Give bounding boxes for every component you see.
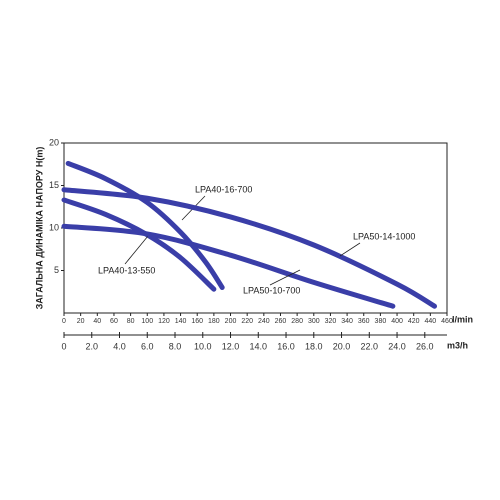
x-tick-label: 200 bbox=[225, 318, 237, 325]
x2-tick-label: 12.0 bbox=[222, 341, 240, 351]
x2-tick-label: 0 bbox=[61, 341, 66, 351]
x-tick-label: 240 bbox=[258, 318, 270, 325]
series-line bbox=[61, 223, 396, 309]
x-tick-label: 320 bbox=[325, 318, 337, 325]
x-tick-label: 60 bbox=[110, 318, 118, 325]
x-tick-label: 40 bbox=[93, 318, 101, 325]
x-tick-label: 120 bbox=[158, 318, 170, 325]
x2-tick-label: 20.0 bbox=[333, 341, 351, 351]
x-tick-label: 100 bbox=[141, 318, 153, 325]
y-tick-label: 5 bbox=[54, 265, 59, 275]
x-tick-label: 140 bbox=[175, 318, 187, 325]
leader-line bbox=[339, 242, 361, 257]
x2-tick-label: 10.0 bbox=[194, 341, 212, 351]
x2-tick-label: 24.0 bbox=[388, 341, 406, 351]
x2-tick-label: 8.0 bbox=[169, 341, 182, 351]
x2-tick-label: 6.0 bbox=[141, 341, 154, 351]
x-tick-label: 80 bbox=[127, 318, 135, 325]
x-tick-label: 380 bbox=[375, 318, 387, 325]
series-line bbox=[65, 160, 225, 290]
x2-tick-label: 18.0 bbox=[305, 341, 323, 351]
x-tick-label: 440 bbox=[425, 318, 437, 325]
x-tick-label: 420 bbox=[408, 318, 420, 325]
x2-tick-label: 14.0 bbox=[250, 341, 268, 351]
leader-line bbox=[269, 269, 301, 286]
x2-tick-label: 16.0 bbox=[277, 341, 295, 351]
series-line bbox=[61, 187, 438, 309]
x-tick-label: 260 bbox=[275, 318, 287, 325]
x-tick-label: 160 bbox=[191, 318, 203, 325]
y-tick-label: 15 bbox=[49, 180, 59, 190]
y-axis-label: ЗАГАЛЬНА ДИНАМІКА НАПОРУ H(m) bbox=[34, 147, 44, 310]
leader-line bbox=[124, 235, 149, 265]
x-tick-label: 300 bbox=[308, 318, 320, 325]
series-label: LPA40-13-550 bbox=[98, 265, 155, 275]
x-tick-label: 220 bbox=[241, 318, 253, 325]
series-label: LPA50-10-700 bbox=[243, 285, 300, 295]
x-tick-label: 20 bbox=[77, 318, 85, 325]
x2-tick-label: 26.0 bbox=[416, 341, 434, 351]
x-tick-label: 360 bbox=[358, 318, 370, 325]
x-tick-label: 340 bbox=[341, 318, 353, 325]
x-axis-label: l/min bbox=[452, 314, 473, 324]
x-tick-label: 180 bbox=[208, 318, 220, 325]
x-tick-label: 0 bbox=[62, 318, 66, 325]
series-label: LPA40-16-700 bbox=[195, 184, 252, 194]
x2-tick-label: 2.0 bbox=[85, 341, 98, 351]
x2-tick-label: 22.0 bbox=[361, 341, 379, 351]
x2-axis-label: m3/h bbox=[447, 340, 468, 350]
series-label: LPA50-14-1000 bbox=[353, 231, 415, 241]
x2-tick-label: 4.0 bbox=[113, 341, 126, 351]
x-tick-label: 400 bbox=[391, 318, 403, 325]
x-tick-label: 460 bbox=[441, 318, 453, 325]
x-tick-label: 280 bbox=[291, 318, 303, 325]
y-tick-label: 20 bbox=[49, 137, 59, 147]
y-tick-label: 10 bbox=[49, 222, 59, 232]
